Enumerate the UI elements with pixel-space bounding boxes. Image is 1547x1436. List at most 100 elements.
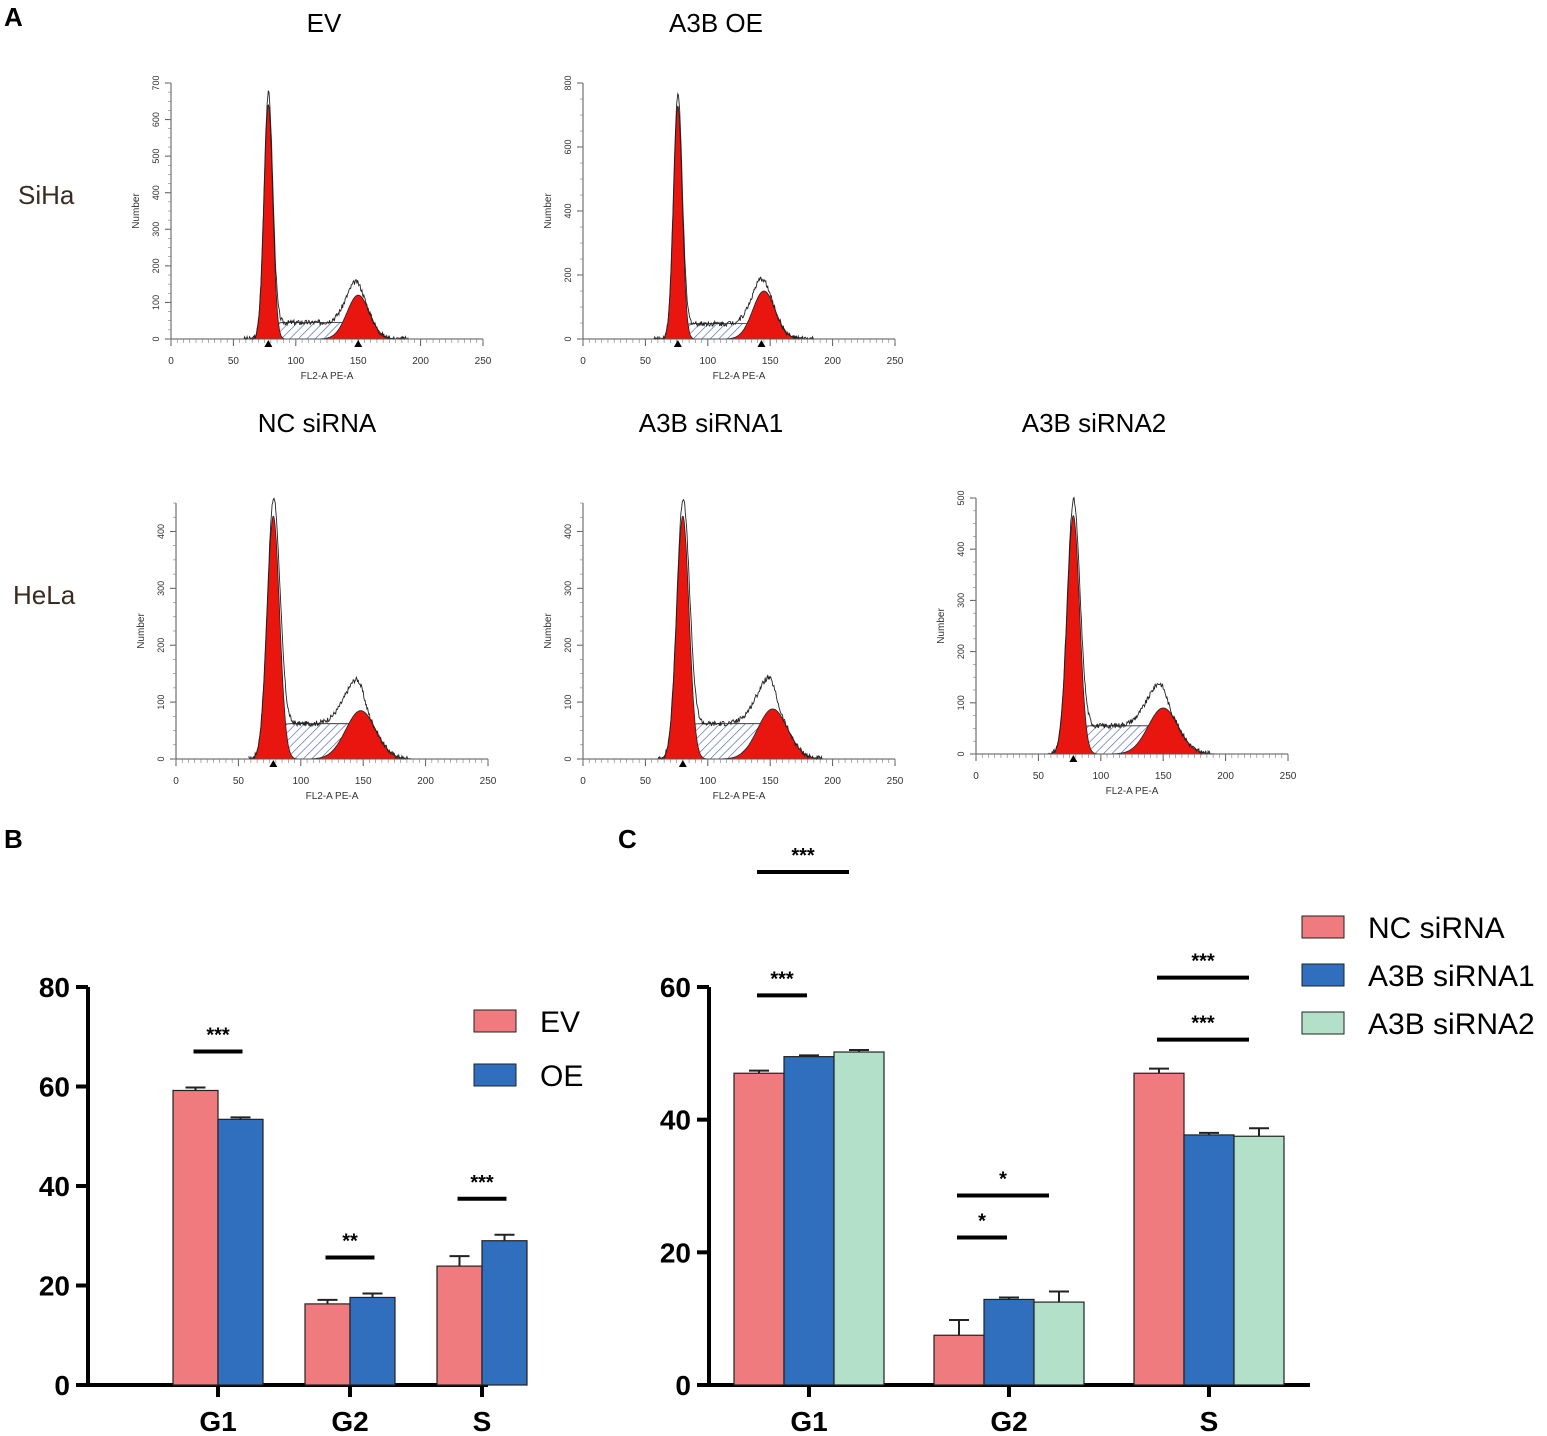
legend-swatch	[1301, 915, 1345, 939]
panel-label-a: A	[4, 2, 23, 32]
hist-x-tick-label: 100	[1092, 771, 1109, 782]
hist-y-tick-label: 0	[156, 756, 166, 761]
hist-y-label: Number	[136, 613, 147, 649]
bar-y-tick-label: 20	[660, 1237, 691, 1268]
hist-x-label: FL2-A PE-A	[1106, 786, 1159, 797]
hist-y-label: Number	[543, 613, 554, 649]
row-label-siha: SiHa	[18, 180, 75, 210]
bar-a3b-sirna1-g1	[783, 1056, 835, 1386]
bar-a3b-sirna1-s	[1183, 1134, 1235, 1386]
hist-y-tick-label: 400	[151, 185, 161, 200]
bar-category-label: G1	[199, 1406, 236, 1436]
hist-y-tick-label: 0	[151, 336, 161, 341]
hist-y-tick-label: 100	[151, 295, 161, 310]
bar-nc-sirna-g1	[733, 1072, 785, 1386]
hist-x-tick-label: 200	[824, 356, 841, 367]
hist-y-tick-label: 600	[563, 139, 573, 154]
hist-x-tick-label: 150	[1155, 771, 1172, 782]
hist-x-tick-label: 50	[1033, 771, 1045, 782]
histogram-siha-oe: 0 200 400 600 800 0 50 100 150 200 250 FL2-A PE-A Nu…	[543, 75, 904, 382]
hist-y-tick-label: 0	[956, 751, 966, 756]
bar-y-tick-label: 40	[39, 1171, 70, 1202]
hist-y-tick-label: 400	[563, 524, 573, 539]
bar-a3b-sirna2-g2	[1033, 1301, 1085, 1386]
hist-title-siha-oe: A3B OE	[669, 8, 763, 38]
bar-a3b-sirna1-g2	[983, 1298, 1035, 1386]
hist-y-tick-label: 300	[151, 222, 161, 237]
hist-y-tick-label: 500	[151, 149, 161, 164]
significance-label: ***	[770, 968, 794, 990]
bar-nc-sirna-s	[1133, 1072, 1185, 1386]
bar-ev-g1	[172, 1089, 219, 1386]
hist-title-hela-si2: A3B siRNA2	[1021, 408, 1167, 438]
hist-y-tick-label: 100	[156, 695, 166, 710]
hist-x-tick-label: 200	[417, 776, 434, 787]
hist-x-label: FL2-A PE-A	[713, 791, 766, 802]
hist-x-label: FL2-A PE-A	[713, 371, 766, 382]
hist-x-tick-label: 0	[173, 776, 179, 787]
hist-x-tick-label: 50	[640, 776, 652, 787]
hist-x-tick-label: 0	[168, 356, 174, 367]
histogram-siha-ev: 0 100 200 300 400 500 600 700 0 50 100 150 200 250 FL2…	[131, 75, 492, 382]
hist-x-tick-label: 50	[228, 356, 240, 367]
hist-y-tick-label: 300	[156, 581, 166, 596]
bar-y-tick-label: 40	[660, 1105, 691, 1136]
significance-label: ***	[206, 1024, 230, 1046]
hist-x-tick-label: 200	[412, 356, 429, 367]
bar-oe-s	[481, 1240, 528, 1386]
hist-title-hela-si1: A3B siRNA1	[638, 408, 784, 438]
hist-x-tick-label: 150	[350, 356, 367, 367]
hist-x-tick-label: 250	[1280, 771, 1297, 782]
hist-x-tick-label: 100	[292, 776, 309, 787]
significance-label: ***	[470, 1172, 494, 1194]
hist-x-tick-label: 250	[480, 776, 497, 787]
significance-label: **	[342, 1230, 358, 1252]
bar-category-label: G1	[790, 1406, 827, 1436]
hist-x-tick-label: 150	[762, 356, 779, 367]
hist-y-tick-label: 200	[151, 258, 161, 273]
hist-peak-marker	[264, 340, 273, 347]
hist-x-tick-label: 150	[355, 776, 372, 787]
significance-label: *	[999, 1168, 1007, 1190]
significance-label: *	[978, 1210, 986, 1232]
legend-swatch	[473, 1063, 517, 1087]
significance-label: ***	[1191, 951, 1215, 973]
hist-x-tick-label: 50	[233, 776, 245, 787]
bar-y-tick-label: 20	[39, 1271, 70, 1302]
hist-y-tick-label: 200	[156, 638, 166, 653]
bar-ev-g2	[304, 1303, 351, 1386]
bar-nc-sirna-g2	[933, 1334, 985, 1386]
significance-label: ***	[791, 845, 815, 867]
histogram-hela-si2: 0 100 200 300 400 500 0 50 100 150 200 250 FL2-A PE-…	[936, 490, 1297, 797]
hist-y-tick-label: 100	[563, 695, 573, 710]
hist-x-tick-label: 250	[887, 356, 904, 367]
bar-category-label: G2	[331, 1406, 368, 1436]
bar-category-label: G2	[990, 1406, 1027, 1436]
hist-x-tick-label: 0	[973, 771, 979, 782]
bar-oe-g1	[217, 1118, 264, 1386]
hist-peak-marker	[757, 340, 766, 347]
hist-x-tick-label: 0	[580, 776, 586, 787]
hist-x-tick-label: 250	[475, 356, 492, 367]
legend-label: EV	[540, 1006, 580, 1039]
hist-x-label: FL2-A PE-A	[301, 371, 354, 382]
hist-raw-envelope	[1048, 496, 1214, 756]
hist-x-tick-label: 100	[699, 356, 716, 367]
bar-a3b-sirna2-g1	[833, 1051, 885, 1386]
bar-y-tick-label: 0	[54, 1370, 70, 1401]
hist-raw-envelope	[657, 498, 823, 761]
hist-title-hela-nc: NC siRNA	[257, 408, 377, 438]
bar-category-label: S	[473, 1406, 492, 1436]
hist-x-tick-label: 150	[762, 776, 779, 787]
row-label-hela: HeLa	[13, 580, 76, 610]
hist-y-tick-label: 400	[156, 524, 166, 539]
hist-x-tick-label: 200	[1217, 771, 1234, 782]
hist-y-tick-label: 300	[563, 581, 573, 596]
hist-raw-envelope	[243, 90, 409, 341]
hist-y-tick-label: 200	[563, 267, 573, 282]
hist-y-tick-label: 0	[563, 336, 573, 341]
hist-peak-marker	[269, 760, 278, 767]
hist-peak-marker	[1069, 755, 1078, 762]
hist-y-tick-label: 400	[956, 542, 966, 557]
